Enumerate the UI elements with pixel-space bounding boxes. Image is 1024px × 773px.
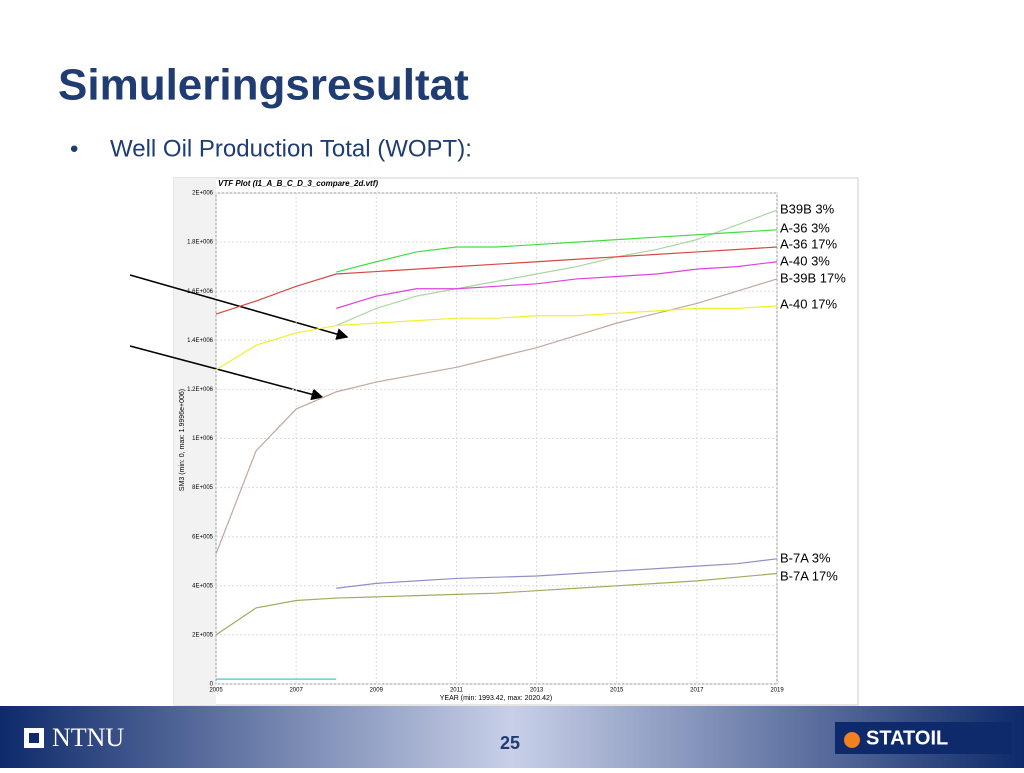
series-line bbox=[215, 278, 778, 555]
series-label: B-7A 3% bbox=[780, 550, 831, 565]
series-line bbox=[215, 305, 778, 371]
x-tick-label: 2015 bbox=[610, 688, 624, 694]
y-tick-label: 4E+005 bbox=[192, 583, 214, 589]
x-axis-label: YEAR (min: 1993.42, max: 2020.42) bbox=[440, 695, 552, 702]
page-number: 25 bbox=[500, 733, 520, 753]
x-tick-label: 2011 bbox=[450, 688, 464, 694]
series-line bbox=[336, 229, 778, 273]
brand-icon bbox=[844, 732, 860, 748]
series-label: A-36 17% bbox=[780, 236, 838, 251]
bullet-text: Well Oil Production Total (WOPT): bbox=[110, 135, 472, 162]
series-label: B-39B 17% bbox=[780, 270, 846, 285]
x-tick-label: 2009 bbox=[370, 688, 384, 694]
series-label: A-40 3% bbox=[780, 253, 830, 268]
y-tick-label: 0 bbox=[210, 682, 214, 688]
x-tick-label: 2007 bbox=[289, 688, 303, 694]
series-line bbox=[336, 261, 778, 309]
slide-title: Simuleringsresultat bbox=[58, 61, 469, 110]
y-tick-label: 1.2E+006 bbox=[187, 387, 214, 393]
series-line bbox=[336, 558, 778, 589]
y-tick-label: 2E+006 bbox=[192, 191, 214, 197]
x-tick-label: 2017 bbox=[690, 688, 704, 694]
chart-margin bbox=[174, 178, 216, 705]
ntnu-icon-inner bbox=[29, 733, 39, 743]
y-tick-label: 1.6E+006 bbox=[187, 289, 214, 295]
series-line bbox=[215, 572, 778, 636]
y-tick-label: 2E+005 bbox=[192, 632, 214, 638]
series-label: A-40 17% bbox=[780, 296, 838, 311]
series-label: B-7A 17% bbox=[780, 568, 838, 583]
y-tick-label: 8E+005 bbox=[192, 485, 214, 491]
series-line bbox=[335, 209, 778, 327]
footer-logo: NTNU bbox=[52, 723, 124, 752]
x-tick-label: 2019 bbox=[770, 688, 784, 694]
bullet-dot: • bbox=[70, 135, 78, 162]
series-label: B39B 3% bbox=[780, 201, 835, 216]
series-label: A-36 3% bbox=[780, 220, 830, 235]
y-tick-label: 1.4E+006 bbox=[187, 338, 214, 344]
x-tick-label: 2013 bbox=[530, 688, 544, 694]
arrow bbox=[129, 345, 324, 401]
brand-box bbox=[835, 722, 1012, 754]
y-tick-label: 1E+006 bbox=[192, 436, 214, 442]
y-tick-label: 6E+005 bbox=[192, 534, 214, 540]
x-tick-label: 2005 bbox=[209, 688, 223, 694]
y-tick-label: 1.8E+006 bbox=[187, 240, 214, 246]
arrow bbox=[129, 274, 349, 340]
y-axis-label: SM3 (min: 0, max: 1.9996e+006) bbox=[179, 389, 186, 491]
footer-brand: STATOIL bbox=[866, 727, 948, 749]
chart-title: VTF Plot (I1_A_B_C_D_3_compare_2d.vtf) bbox=[218, 179, 378, 188]
series-line bbox=[215, 246, 778, 315]
